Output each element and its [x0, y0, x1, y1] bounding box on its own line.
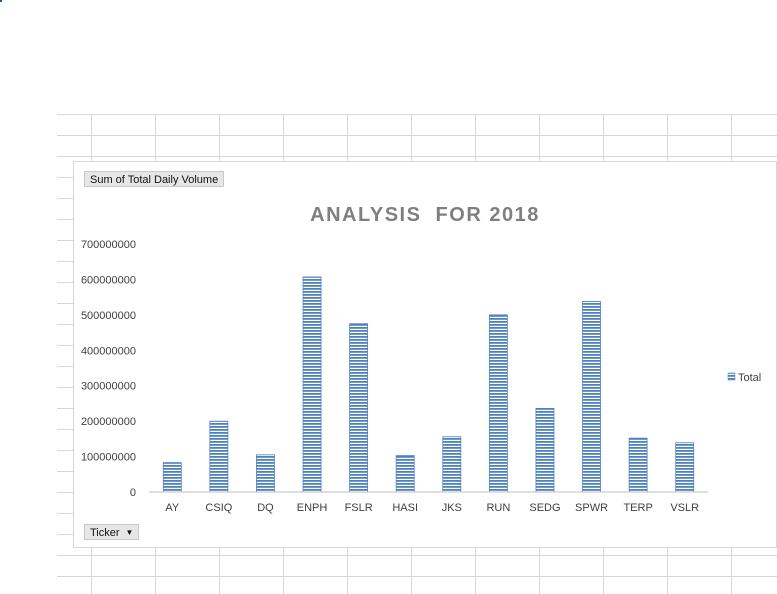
axis-field-label: Ticker	[90, 527, 120, 539]
bar-run[interactable]	[488, 314, 508, 493]
axis-field-button[interactable]: Ticker ▼	[84, 524, 140, 540]
bar-csiq[interactable]	[209, 420, 229, 493]
x-tick-label: SEDG	[529, 502, 560, 514]
y-axis: 0 100000000 200000000 300000000 400000000 500…	[81, 239, 136, 499]
x-tick-label: HASI	[392, 502, 418, 514]
x-tick-label: FSLR	[345, 502, 373, 514]
y-tick-label: 200000000	[81, 416, 136, 428]
bar-fslr[interactable]	[349, 323, 369, 493]
pivot-chart[interactable]: Sum of Total Daily Volume ANALYSIS FOR 2…	[73, 161, 777, 548]
x-tick-label: TERP	[623, 502, 652, 514]
legend-swatch	[727, 372, 736, 381]
y-tick-label: 400000000	[81, 345, 136, 357]
x-tick-label: DQ	[257, 502, 274, 514]
bar-enph[interactable]	[302, 276, 322, 493]
y-tick-label: 600000000	[81, 274, 136, 286]
bar-dq[interactable]	[256, 454, 275, 493]
x-tick-label: SPWR	[575, 502, 608, 514]
legend-entry-total: Total	[738, 372, 761, 384]
y-tick-label: 0	[130, 487, 136, 499]
chevron-down-icon: ▼	[125, 528, 134, 537]
bar-sedg[interactable]	[535, 407, 555, 493]
bar-vslr[interactable]	[675, 442, 695, 493]
cursor-marker	[0, 0, 2, 2]
x-tick-label: JKS	[442, 502, 462, 514]
y-tick-label: 500000000	[81, 310, 136, 322]
bar-hasi[interactable]	[395, 455, 415, 493]
bar-jks[interactable]	[442, 436, 462, 493]
x-tick-label: ENPH	[297, 502, 328, 514]
x-tick-label: AY	[165, 502, 180, 514]
bar-ay[interactable]	[162, 462, 182, 493]
y-tick-label: 100000000	[81, 452, 136, 464]
bar-terp[interactable]	[628, 437, 648, 493]
y-tick-label: 300000000	[81, 381, 136, 393]
x-axis: AY CSIQ DQ ENPH FSLR HASI JKS RUN SEDG SPWR TERP VS…	[165, 502, 699, 514]
value-field-button[interactable]: Sum of Total Daily Volume	[84, 171, 225, 187]
bar-spwr[interactable]	[582, 300, 601, 493]
legend[interactable]: Total	[727, 372, 761, 384]
x-tick-label: CSIQ	[205, 502, 232, 514]
chart-svg: ANALYSIS FOR 2018 0 100000000 200000000 300…	[81, 204, 761, 514]
x-tick-label: RUN	[486, 502, 510, 514]
y-tick-label: 700000000	[81, 239, 136, 251]
chart-title: ANALYSIS FOR 2018	[310, 204, 540, 226]
x-tick-label: VSLR	[670, 502, 699, 514]
plot-bars[interactable]	[162, 276, 695, 493]
